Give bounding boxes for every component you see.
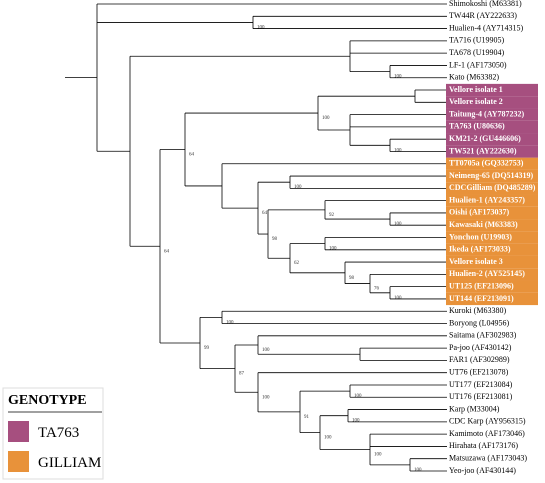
leaf-label: Hirahata (AF173176)	[449, 441, 518, 450]
genotype-highlight	[446, 231, 538, 244]
bootstrap-value: 64	[189, 153, 195, 158]
bootstrap-value: 64	[262, 211, 268, 216]
genotype-highlight	[446, 96, 538, 109]
leaf-label: UT144 (EF213091)	[449, 294, 514, 303]
legend-title: GENOTYPE	[8, 393, 87, 408]
leaf-label: TW44R (AY222633)	[449, 11, 517, 20]
genotype-highlight	[446, 194, 538, 207]
bootstrap-value: 100	[394, 222, 402, 227]
genotype-highlight	[446, 83, 538, 97]
leaf-label: Ikeda (AF173033)	[449, 245, 511, 254]
leaf-label: Hualien-4 (AY714315)	[449, 23, 523, 32]
bootstrap-value: 100	[414, 468, 422, 473]
leaf-label: Kato (M63382)	[449, 73, 499, 82]
legend-swatch	[8, 421, 29, 442]
leaf-label: Vellore isolate 1	[449, 85, 503, 94]
leaf-label: TT0705a (GQ332753)	[449, 159, 524, 168]
bootstrap-value: 100	[329, 247, 337, 252]
genotype-highlight	[446, 120, 538, 134]
leaf-label: Kamimoto (AF173046)	[449, 429, 525, 438]
bootstrap-value: 100	[262, 348, 270, 353]
leaf-label: Karp (M33004)	[449, 404, 500, 413]
bootstrap-value: 100	[394, 148, 402, 153]
leaf-label: UT125 (EF213096)	[449, 281, 514, 290]
leaf-label: TA678 (U19904)	[449, 48, 504, 57]
bootstrap-value: 100	[324, 436, 332, 441]
leaf-label: KM21-2 (GU446606)	[449, 134, 521, 143]
bootstrap-value: 76	[374, 287, 380, 292]
leaf-label: UT76 (EF213078)	[449, 368, 509, 377]
leaf-label: CDC Karp (AY956315)	[449, 417, 526, 426]
leaf-label: UT176 (EF213081)	[449, 392, 513, 401]
leaf-label: Oishi (AF173037)	[449, 208, 510, 217]
leaf-label: Hualien-1 (AY243357)	[449, 195, 525, 204]
leaf-label: Kuroki (M63380)	[449, 306, 506, 315]
bootstrap-value: 100	[394, 75, 402, 80]
leaf-label: Shimokoshi (M63381)	[449, 0, 522, 8]
genotype-highlight	[446, 157, 538, 170]
bootstrap-value: 100	[374, 452, 382, 457]
bootstrap-value: 100	[352, 419, 360, 424]
genotype-highlight	[446, 182, 538, 195]
leaf-label: TA763 (U80636)	[449, 122, 505, 131]
leaf-label: Yonchon (U19903)	[449, 232, 512, 241]
leaf-label: Taitung-4 (AY787232)	[449, 109, 525, 118]
leaf-label: TA716 (U19905)	[449, 36, 504, 45]
leaf-label: Kawasaki (M63383)	[449, 220, 518, 229]
bootstrap-value: 100	[226, 320, 234, 325]
leaf-label: Vellore isolate 3	[449, 257, 503, 266]
genotype-highlight	[446, 268, 538, 281]
bootstrap-value: 92	[329, 213, 335, 218]
genotype-highlight	[446, 219, 538, 232]
genotype-highlight	[446, 145, 538, 158]
genotype-highlight	[446, 292, 538, 306]
leaf-label: Vellore isolate 2	[449, 97, 503, 106]
leaf-label: CDCGilliam (DQ485289)	[449, 183, 536, 192]
leaf-label: Yeo-joo (AF430144)	[449, 466, 516, 475]
legend-swatch	[8, 451, 29, 472]
leaf-label: Boryong (L04956)	[449, 318, 510, 327]
bootstrap-value: 100	[257, 25, 265, 30]
leaf-label: Pa-joo (AF430142)	[449, 343, 512, 352]
bootstrap-value: 99	[204, 346, 210, 351]
legend-label: TA763	[38, 425, 79, 441]
leaf-label: UT177 (EF213084)	[449, 380, 513, 389]
bootstrap-value: 98	[349, 276, 355, 281]
bootstrap-value: 100	[354, 394, 362, 399]
leaf-label: FAR1 (AF302989)	[449, 355, 510, 364]
leaf-label: Saitama (AF302983)	[449, 331, 517, 340]
leaf-label: Hualien-2 (AY525145)	[449, 269, 525, 278]
genotype-highlight	[446, 108, 538, 121]
genotype-highlight	[446, 243, 538, 256]
genotype-highlight	[446, 206, 538, 220]
bootstrap-value: 100	[322, 116, 330, 121]
leaf-label: Matsuzawa (AF173043)	[449, 454, 527, 463]
genotype-highlight	[446, 133, 538, 146]
genotype-highlight	[446, 280, 538, 293]
leaf-label: TW521 (AY222630)	[449, 146, 517, 155]
leaf-label: LF-1 (AF173050)	[449, 60, 507, 69]
bootstrap-value: 98	[272, 237, 278, 242]
bootstrap-value: 64	[164, 249, 170, 254]
bootstrap-value: 100	[294, 185, 302, 190]
genotype-highlight	[446, 255, 538, 269]
bootstrap-value: 91	[304, 415, 310, 420]
bootstrap-value: 87	[239, 372, 245, 377]
genotype-highlight	[446, 169, 538, 183]
legend-label: GILLIAM	[38, 455, 101, 471]
bootstrap-value: 100	[394, 296, 402, 301]
bootstrap-value: 100	[262, 395, 270, 400]
leaf-label: Neimeng-65 (DQ514319)	[449, 171, 534, 180]
bootstrap-value: 62	[294, 261, 300, 266]
